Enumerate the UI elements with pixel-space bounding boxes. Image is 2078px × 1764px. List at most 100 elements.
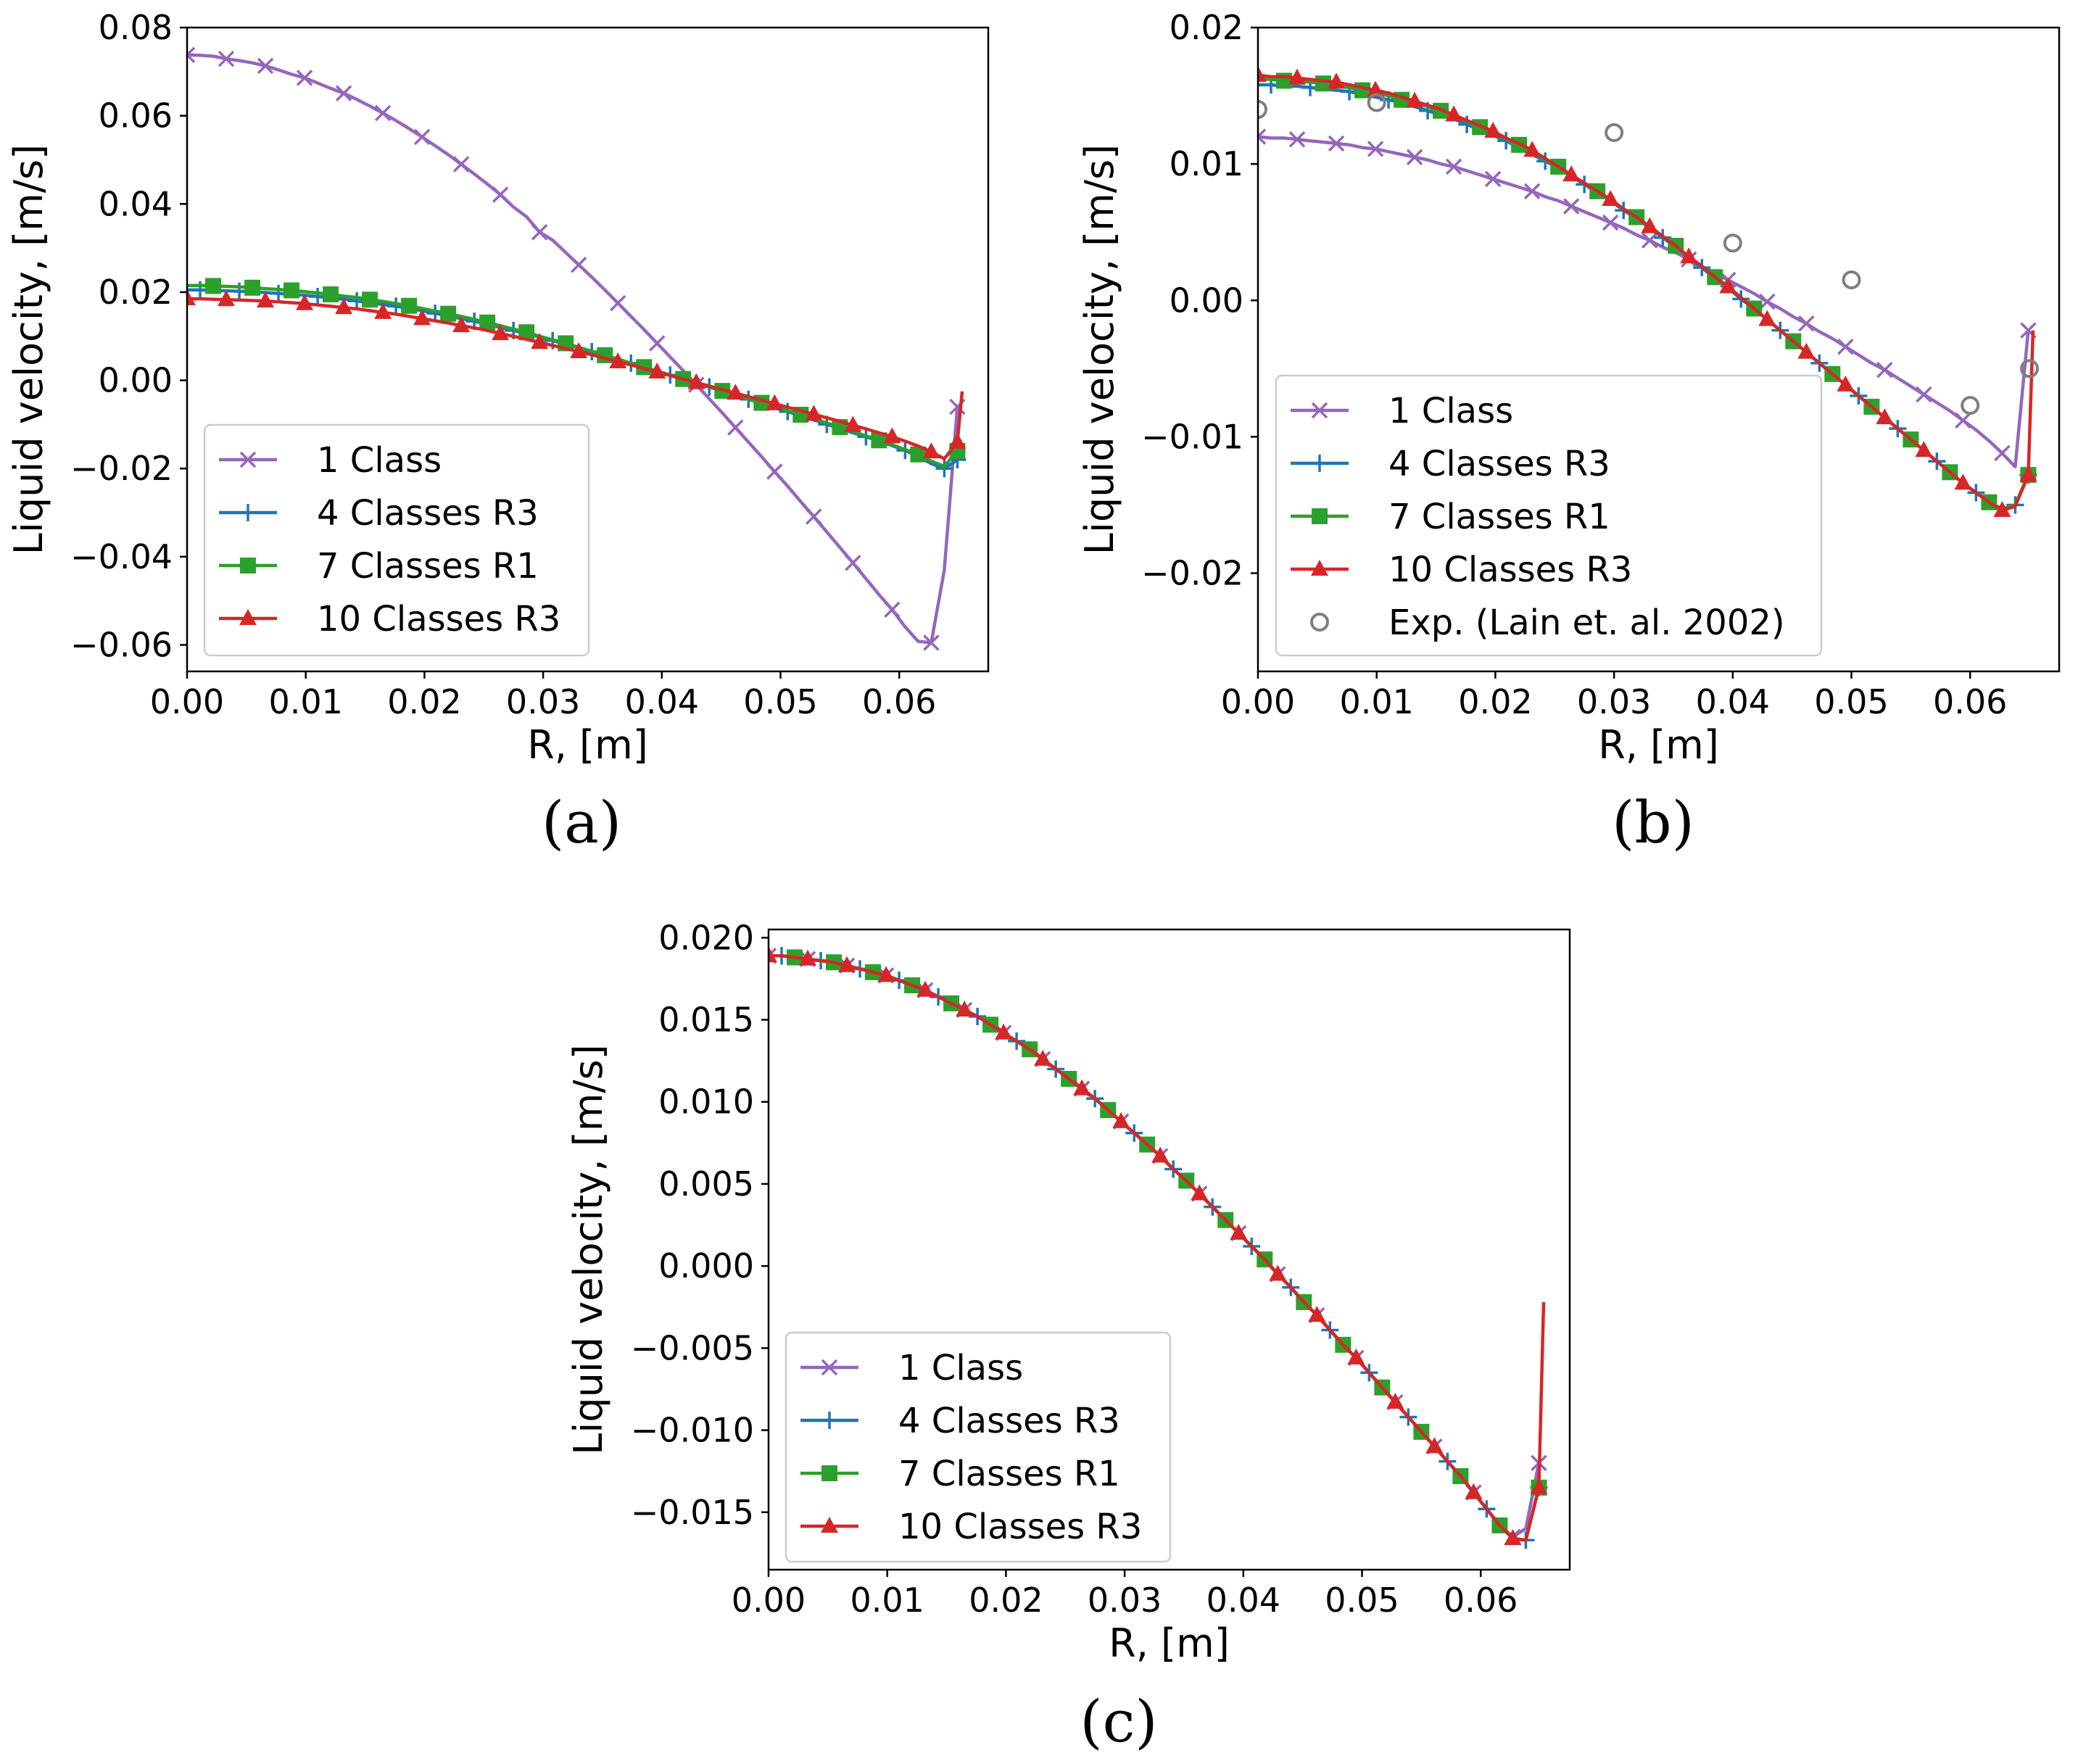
x-tick-label: 0.00 [732,1581,806,1620]
series-10-classes-r3 [769,946,1548,1545]
data-point [531,333,549,349]
data-point [1602,214,1619,231]
data-point [479,314,496,331]
data-point [687,373,705,389]
y-tick-label: 0.00 [1170,281,1243,320]
x-tick-label: 0.03 [506,682,580,721]
data-point [1445,158,1462,175]
data-point [871,432,887,449]
data-point [492,186,509,203]
data-point [1308,1306,1326,1322]
data-point [1073,1079,1091,1096]
data-point [1954,473,1972,490]
data-point [1288,131,1306,148]
legend-label: 1 Class [1388,391,1513,431]
y-tick-label: −0.015 [631,1493,754,1532]
data-point [1230,1223,1248,1240]
x-tick-label: 0.00 [1221,682,1295,721]
x-tick-label: 0.05 [1814,682,1888,721]
data-point [492,324,510,341]
data-point [1465,1483,1483,1499]
data-point [374,104,392,122]
y-axis-label: Liquid velocity, [m/s] [566,1044,611,1454]
data-point [1191,1184,1209,1201]
data-point [1680,247,1698,264]
series--endpoint-c [1537,1301,1546,1488]
series-line [187,297,959,461]
y-tick-label: −0.04 [70,537,173,576]
axes-frame [767,928,1571,1571]
series-line [2027,330,2035,476]
legend-entry: 7 Classes R1 [219,546,539,587]
data-point [805,405,823,421]
legend-marker [821,1465,837,1481]
x-tick-label: 0.04 [1696,682,1770,721]
data-point [440,305,457,322]
data-point [838,956,856,972]
legend-frame [1275,374,1823,657]
legend-marker [1310,613,1329,632]
data-point [218,290,236,307]
data-point [1151,1146,1170,1163]
x-tick-label: 0.05 [743,682,817,721]
data-point [1758,310,1776,326]
data-point [1406,91,1424,108]
series--endpoint-a [956,391,964,442]
plot-area [1258,65,2040,517]
data-point [296,294,314,310]
data-point [648,363,666,379]
series-10-classes-r3 [1258,65,2037,517]
x-axis-label: R, [m] [1598,722,1719,768]
data-point [766,463,783,480]
chart-panel-3: 0.00 0.01 0.02 0.03 0.04 0.05 0.06 −0.015 −0.010… [566,918,1571,1666]
data-point [1837,338,1854,355]
legend-label: 10 Classes R3 [898,1507,1142,1547]
data-point [401,297,418,314]
data-point [570,342,588,359]
y-tick-label: 0.00 [99,361,173,400]
x-tick-label: 0.04 [625,682,699,721]
data-point [452,156,470,173]
data-point [1842,270,1861,290]
y-tick-label: −0.01 [1141,417,1243,456]
x-tick-label: 0.05 [1325,1581,1399,1620]
x-axis-label: R, [m] [1109,1620,1230,1666]
plot-area [769,946,1548,1549]
data-point [727,384,745,400]
data-point [1876,408,1894,425]
x-axis-label: R, [m] [527,722,648,768]
legend-marker [240,558,256,573]
data-point [1328,73,1346,89]
y-tick-label: 0.000 [658,1246,754,1285]
data-point [935,460,953,478]
legend-marker [1311,560,1328,576]
data-point [609,352,627,369]
plot-area [187,46,966,651]
legend-label: 10 Classes R3 [1388,550,1632,590]
legend-label: 4 Classes R3 [317,493,539,534]
x-tick-label: 0.03 [1088,1581,1162,1620]
data-point [1258,128,1267,145]
data-point [806,508,822,525]
series-1-class [1258,128,2037,469]
legend-label: 7 Classes R1 [1388,497,1610,537]
data-point [218,50,235,67]
legend-label: 10 Classes R3 [317,599,560,639]
data-point [766,394,784,410]
data-point [1602,190,1620,207]
y-axis-label: Liquid velocity, [m/s] [1077,144,1122,555]
data-point [1993,501,2011,517]
legend: 1 Class 4 Classes R3 7 Classes R1 10 Classe… [1275,374,1823,657]
x-tick-label: 0.06 [862,682,936,721]
legend-frame [785,1331,1172,1563]
data-point [1605,123,1624,142]
data-point [335,85,352,102]
data-point [2020,359,2040,378]
data-point [187,289,196,306]
data-point [1523,183,1541,200]
series-line [1258,135,2030,469]
legend-marker [239,609,257,625]
data-point [1719,277,1737,294]
data-point [257,57,274,75]
x-tick-label: 0.06 [1444,1581,1518,1620]
